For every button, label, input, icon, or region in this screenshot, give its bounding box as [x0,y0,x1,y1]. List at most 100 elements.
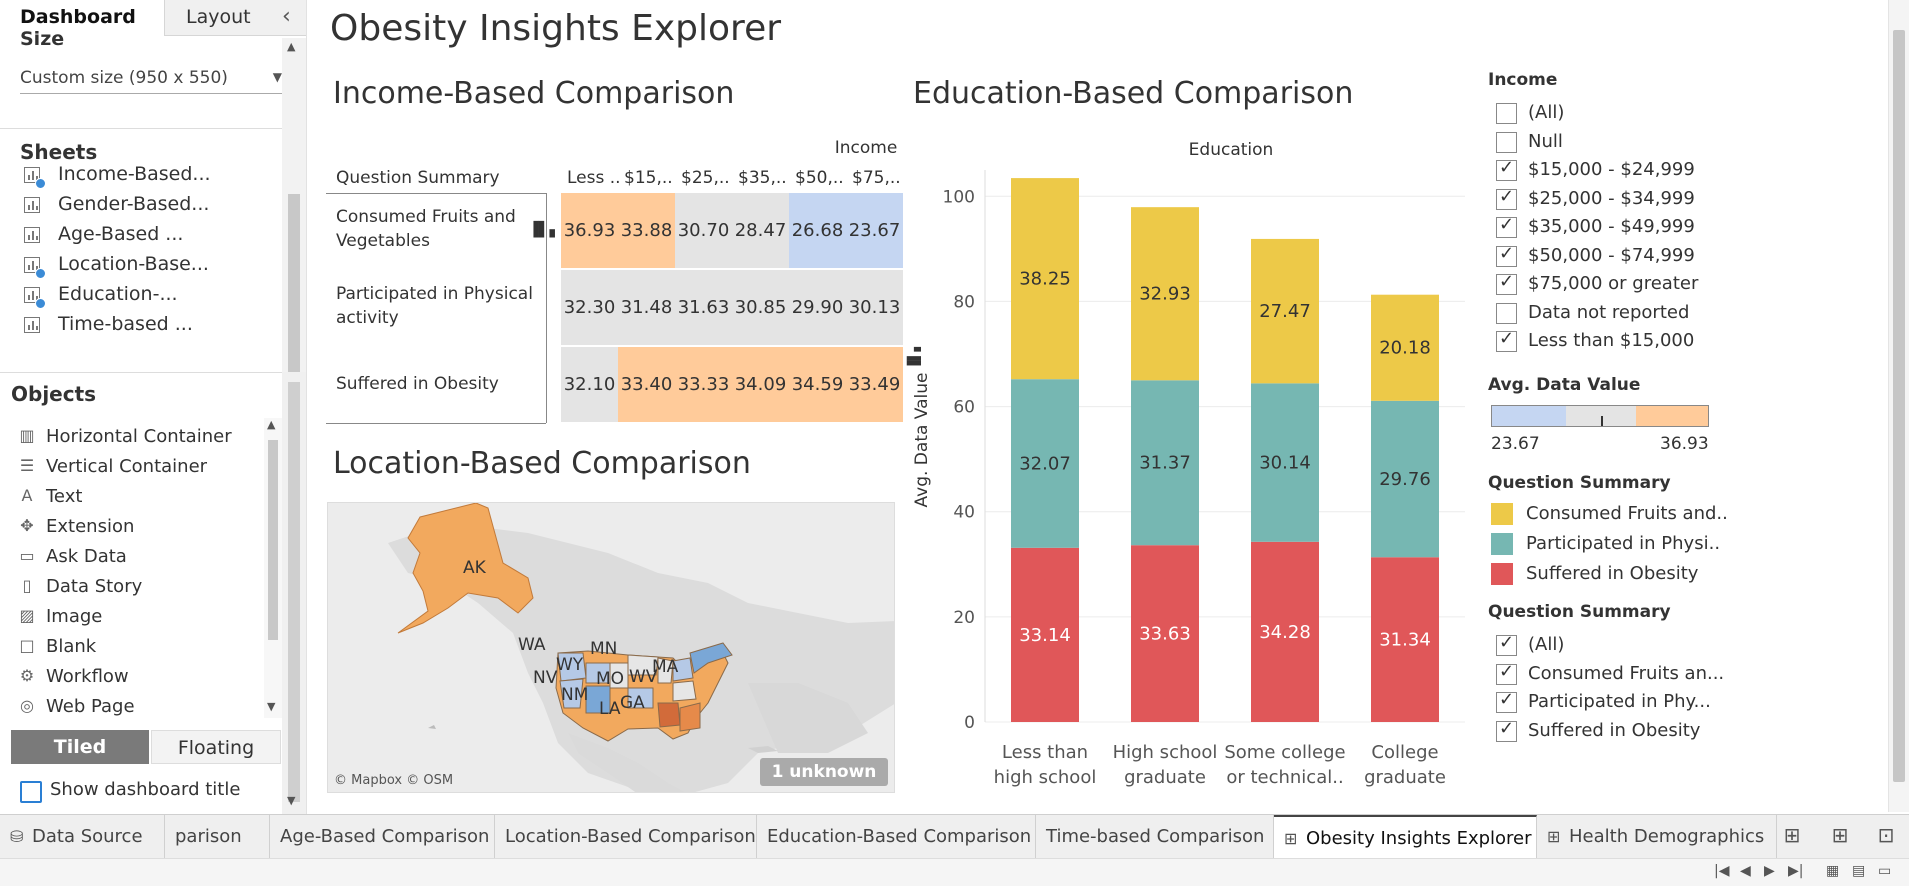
filter-option-label: $15,000 - $24,999 [1528,159,1695,180]
checkbox[interactable]: ✓ [1496,157,1517,181]
scroll-up-icon[interactable]: ▲ [287,40,296,53]
checkbox[interactable]: ✓ [1496,186,1517,210]
income-column-label[interactable]: $75,.. [852,168,901,188]
check-icon: ✓ [1499,328,1515,349]
size-dropdown[interactable]: Custom size (950 x 550) ▼ [20,68,282,94]
table-cell[interactable]: 34.59 [789,347,846,422]
checkbox[interactable]: ✓ [1496,689,1517,713]
scroll-up-icon[interactable]: ▲ [267,418,276,431]
scroll-down-icon[interactable]: ▼ [287,794,296,807]
question-row-label[interactable]: Consumed Fruits and Vegetables [336,207,516,251]
table-cell[interactable]: 30.85 [732,270,789,345]
income-column-label[interactable]: $15,.. [624,168,673,188]
table-cell[interactable]: 32.10 [561,347,618,422]
objects-scroll-thumb[interactable] [268,440,278,640]
show-tabs-icon[interactable]: ▭ [1878,863,1892,879]
table-cell[interactable]: 30.13 [846,270,903,345]
sheet-tab[interactable]: ⊞ Obesity Insights Explorer [1274,815,1537,859]
sheets-scroll-thumb[interactable] [288,194,300,372]
data-source-icon: ⛁ [10,827,24,846]
sheet-tab[interactable]: ⊞ Health Demographics [1537,815,1777,859]
checkbox[interactable]: ✓ [1496,214,1517,238]
income-column-label[interactable]: Less .. [567,168,621,188]
checkbox[interactable]: ✓ [1496,243,1517,267]
gradient-marker [1601,416,1603,426]
panel-scroll-thumb[interactable] [288,382,300,802]
state-label: GA [620,693,645,713]
object-label: Data Story [46,576,143,597]
income-column-label[interactable]: $35,.. [738,168,787,188]
bar-chart-icon[interactable]: ▐▌▖ [528,222,561,238]
table-cell[interactable]: 26.68 [789,193,846,268]
table-cell[interactable]: 31.63 [675,270,732,345]
map-attribution[interactable]: © Mapbox © OSM [334,773,454,788]
show-sheet-sorter-icon[interactable]: ▦ [1826,863,1840,879]
new-worksheet-icon[interactable]: ⊞ [1783,823,1801,847]
panel-scrollbar[interactable]: ▼ [282,372,306,814]
filter-option-label: $50,000 - $74,999 [1528,244,1695,266]
table-cell[interactable]: 31.48 [618,270,675,345]
sheet-label: Time-based ... [58,313,193,335]
size-value: Custom size (950 x 550) [20,68,228,88]
filter-option-label: $25,000 - $34,999 [1528,187,1695,209]
first-sheet-icon[interactable]: |◀ [1714,863,1730,879]
table-cell[interactable]: 34.09 [732,347,789,422]
checkbox[interactable] [1496,302,1517,324]
table-cell[interactable]: 33.49 [846,347,903,422]
table-cell[interactable]: 30.70 [675,193,732,268]
table-cell[interactable]: 33.40 [618,347,675,422]
sheet-tab[interactable]: parison [165,815,270,859]
prev-sheet-icon[interactable]: ◀ [1740,863,1751,879]
checkbox[interactable] [1496,131,1517,153]
next-sheet-icon[interactable]: ▶ [1764,863,1775,879]
last-sheet-icon[interactable]: ▶| [1788,863,1804,879]
objects-scrollbar[interactable]: ▲ ▼ [264,418,282,718]
checkbox[interactable]: ✓ [1496,661,1517,685]
table-cell[interactable]: 28.47 [732,193,789,268]
checkbox[interactable] [1496,103,1517,124]
tab-layout[interactable]: Layout [186,6,251,28]
new-story-icon[interactable]: ⊡ [1877,823,1895,847]
sheet-tab[interactable]: Age-Based Comparison [270,815,495,859]
sheet-tab[interactable]: Time-based Comparison [1036,815,1274,859]
sheet-label: Age-Based ... [58,223,184,245]
show-filmstrip-icon[interactable]: ▤ [1852,863,1866,879]
table-cell[interactable]: 32.30 [561,270,618,345]
income-column-label[interactable]: $50,.. [795,168,844,188]
table-cell[interactable]: 29.90 [789,270,846,345]
canvas-scroll-thumb[interactable] [1893,30,1905,782]
scroll-down-icon[interactable]: ▼ [267,700,276,713]
table-cell[interactable]: 33.33 [675,347,732,422]
checkbox[interactable]: ✓ [1496,632,1517,656]
tab-dashboard[interactable]: Dashboard [0,0,165,36]
sheet-tab[interactable]: Education-Based Comparison [757,815,1036,859]
checkbox-box[interactable] [20,781,42,803]
data-story-icon: ▯ [22,576,32,595]
income-crosstab[interactable]: Income Question Summary Less .. $15,.. $25… [326,135,1206,425]
divider [326,423,546,424]
checkbox[interactable]: ✓ [1496,718,1517,742]
sheet-tab[interactable]: ⛁ Data Source [0,815,165,859]
collapse-panel-icon[interactable]: ‹ [282,4,291,29]
tiled-button[interactable]: Tiled [11,730,149,764]
table-cell[interactable]: 33.88 [618,193,675,268]
checkbox[interactable]: ✓ [1496,328,1517,352]
status-bar: |◀ ◀ ▶ ▶| ▦ ▤ ▭ [0,858,1909,886]
size-scrollbar[interactable]: ▲ [282,38,306,128]
unknown-locations-badge[interactable]: 1 unknown [760,758,888,786]
question-row-label[interactable]: Suffered in Obesity [336,374,499,394]
sheets-scrollbar[interactable] [282,128,306,372]
floating-button[interactable]: Floating [151,730,281,764]
sheet-tab[interactable]: Location-Based Comparison [495,815,757,859]
horizontal-container-icon: ▥ [19,426,35,445]
canvas-scrollbar[interactable] [1888,0,1909,812]
income-column-label[interactable]: $25,.. [681,168,730,188]
checkbox[interactable]: ✓ [1496,271,1517,295]
table-cell[interactable]: 23.67 [846,193,903,268]
sheet-label: Income-Based... [58,165,211,185]
state-label: WY [556,655,584,675]
new-dashboard-icon[interactable]: ⊞ [1831,823,1849,847]
question-row-label[interactable]: Participated in Physical activity [336,284,533,328]
location-map[interactable]: AK WA WY MN NV MO WV MA NM LA GA © Mapbox © OSM 1 … [327,502,895,793]
table-cell[interactable]: 36.93 [561,193,618,268]
